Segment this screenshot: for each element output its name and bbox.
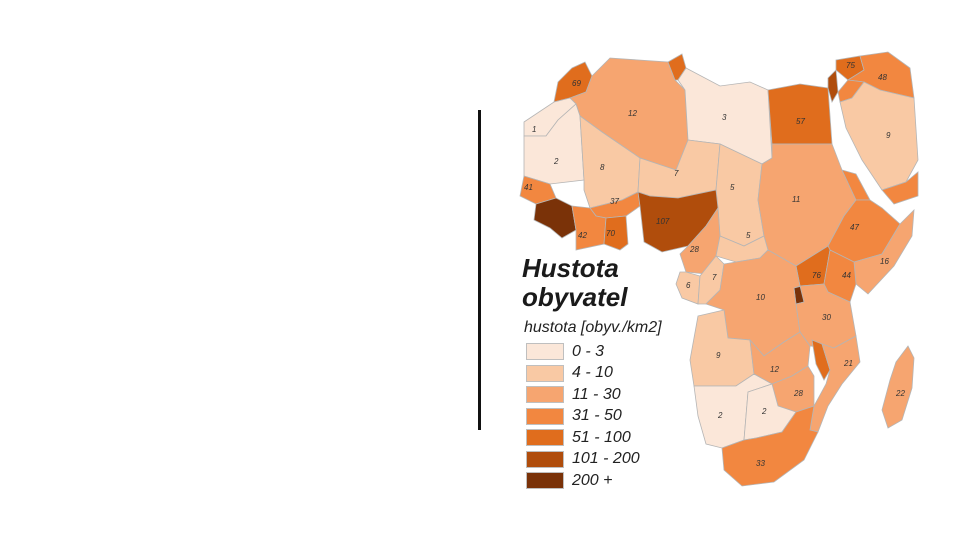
label-gabon: 6 — [686, 281, 691, 290]
region-ghana — [603, 215, 629, 251]
label-mali: 8 — [600, 163, 605, 172]
label-saudi-arabia: 9 — [886, 131, 891, 140]
label-congo: 7 — [712, 273, 717, 282]
map-legend: hustota [obyv./km2] 0 - 3 4 - 10 11 - 30… — [524, 318, 662, 492]
legend-item: 200 + — [524, 470, 662, 492]
label-ghana: 70 — [606, 229, 615, 238]
label-namibia: 2 — [717, 411, 723, 420]
label-mauritania: 2 — [553, 157, 559, 166]
label-somalia: 16 — [880, 257, 889, 266]
legend-label: 200 + — [572, 471, 613, 489]
label-lebanon-syria: 75 — [846, 61, 855, 70]
region-egypt — [767, 83, 833, 145]
region-yemen — [881, 171, 919, 205]
legend-item: 11 - 30 — [524, 384, 662, 406]
label-niger: 7 — [674, 169, 679, 178]
legend-label: 4 - 10 — [572, 364, 613, 382]
legend-label: 101 - 200 — [572, 450, 640, 468]
legend-swatch — [526, 386, 564, 404]
label-south-africa: 33 — [756, 459, 765, 468]
label-cote-divoire: 42 — [578, 231, 587, 240]
legend-swatch — [526, 364, 564, 382]
region-israel — [827, 69, 839, 103]
label-iraq: 48 — [878, 73, 887, 82]
label-uganda: 76 — [812, 271, 821, 280]
legend-label: 31 - 50 — [572, 407, 622, 425]
africa-map-svg: 69 12 3 57 75 48 9 1 2 8 7 5 11 41 37 42… — [519, 51, 919, 487]
label-car: 5 — [746, 231, 751, 240]
region-south-africa — [721, 405, 819, 487]
label-cameroon: 28 — [689, 245, 699, 254]
label-morocco: 69 — [572, 79, 581, 88]
label-chad: 5 — [730, 183, 735, 192]
label-kenya: 44 — [842, 271, 851, 280]
label-western-sahara: 1 — [532, 125, 536, 134]
legend-swatch — [526, 407, 564, 425]
region-madagascar — [881, 345, 915, 429]
legend-item: 4 - 10 — [524, 363, 662, 385]
map-title-line2: obyvatel — [522, 282, 628, 312]
label-sudan: 11 — [792, 195, 800, 204]
label-algeria: 12 — [628, 109, 637, 118]
label-libya: 3 — [722, 113, 727, 122]
map-title: Hustota obyvatel — [522, 254, 628, 312]
legend-label: 51 - 100 — [572, 428, 631, 446]
label-mozambique: 21 — [843, 359, 853, 368]
label-burkina-faso: 37 — [610, 197, 619, 206]
label-angola: 9 — [716, 351, 721, 360]
label-tanzania: 30 — [822, 313, 831, 322]
legend-label: 11 - 30 — [572, 385, 621, 403]
region-malawi — [811, 339, 831, 381]
legend-swatch — [526, 429, 564, 447]
label-zimbabwe: 28 — [793, 389, 803, 398]
legend-title: hustota [obyv./km2] — [524, 319, 662, 336]
legend-swatch — [526, 343, 564, 361]
vertical-divider — [478, 110, 481, 430]
label-ethiopia: 47 — [850, 223, 859, 232]
label-senegal: 41 — [524, 183, 533, 192]
legend-item: 31 - 50 — [524, 406, 662, 428]
legend-item: 0 - 3 — [524, 341, 662, 363]
region-guinea — [533, 197, 577, 239]
population-density-map: 69 12 3 57 75 48 9 1 2 8 7 5 11 41 37 42… — [510, 40, 920, 495]
legend-swatch — [526, 450, 564, 468]
map-title-line1: Hustota — [522, 253, 619, 283]
label-zambia: 12 — [770, 365, 779, 374]
region-saudi-arabia — [839, 81, 919, 191]
label-madagascar: 22 — [895, 389, 905, 398]
label-nigeria: 107 — [656, 217, 670, 226]
legend-item: 51 - 100 — [524, 427, 662, 449]
label-botswana: 2 — [761, 407, 767, 416]
legend-swatch — [526, 472, 564, 490]
region-somalia — [853, 208, 915, 295]
legend-item: 101 - 200 — [524, 449, 662, 471]
label-egypt: 57 — [796, 117, 805, 126]
label-drc: 10 — [756, 293, 765, 302]
legend-label: 0 - 3 — [572, 342, 605, 360]
